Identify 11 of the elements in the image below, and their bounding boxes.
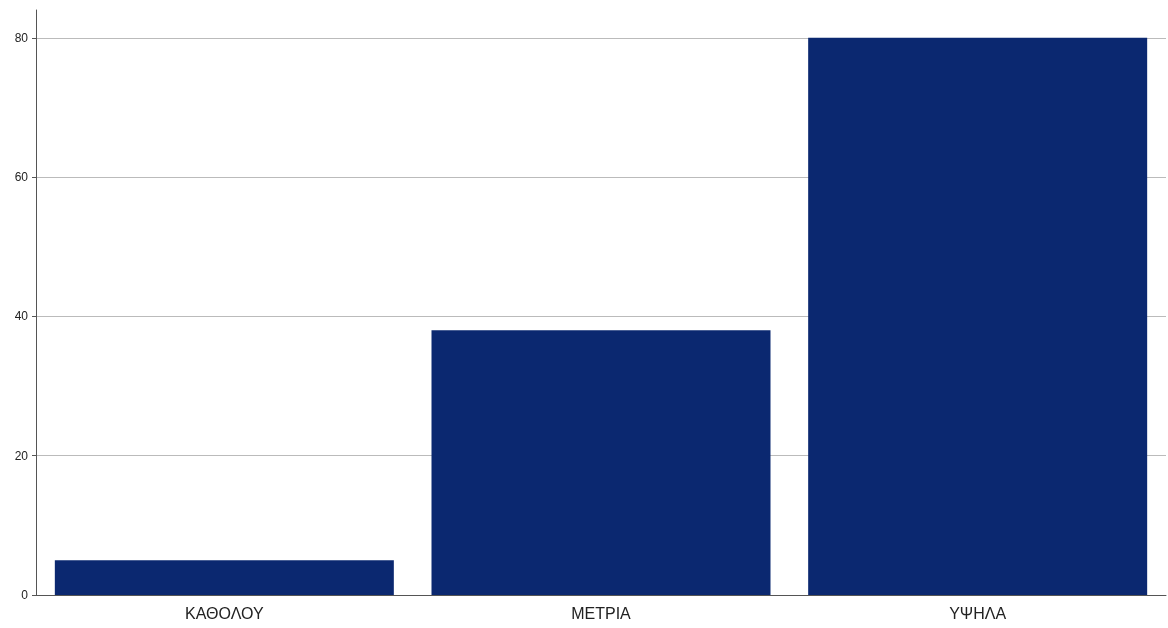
y-tick-label: 60	[14, 170, 29, 185]
bar	[54, 560, 394, 595]
y-tick-label: 20	[14, 448, 29, 463]
x-tick-label: ΜΕΤΡΙΑ	[571, 604, 632, 622]
y-tick-label: 0	[21, 588, 29, 602]
y-tick-label: 40	[14, 309, 29, 324]
y-tick-label: 80	[14, 30, 29, 45]
x-tick-label: ΥΨΗΛΑ	[949, 604, 1007, 622]
bar	[431, 330, 771, 595]
x-tick-label: ΚΑΘΟΛΟΥ	[185, 604, 264, 622]
bar	[808, 37, 1148, 595]
